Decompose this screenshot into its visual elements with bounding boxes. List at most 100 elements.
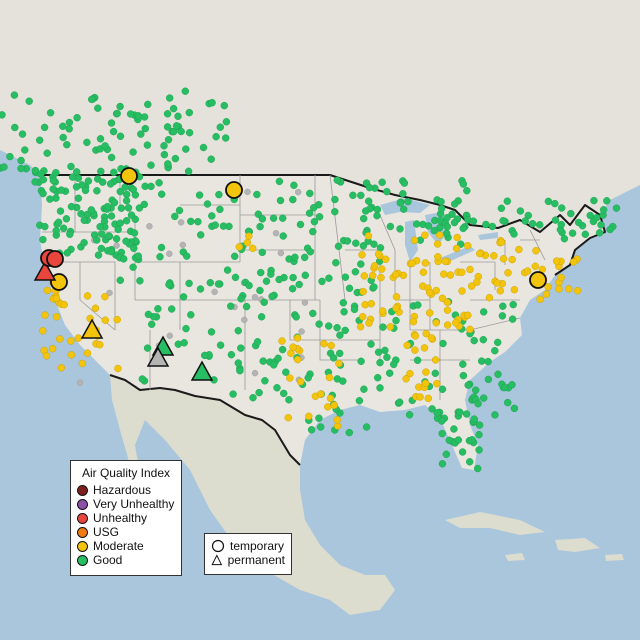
good-monitor[interactable] (396, 398, 404, 406)
good-monitor[interactable] (593, 213, 601, 222)
moderate-monitor[interactable] (458, 287, 466, 295)
good-monitor[interactable] (256, 286, 264, 295)
moderate-monitor[interactable] (374, 250, 383, 258)
temporary-monitor-moderate[interactable] (225, 181, 243, 199)
good-monitor[interactable] (134, 252, 143, 260)
good-monitor[interactable] (138, 375, 147, 383)
good-monitor[interactable] (93, 175, 102, 183)
moderate-monitor[interactable] (297, 378, 305, 386)
good-monitor[interactable] (438, 460, 447, 468)
good-monitor[interactable] (62, 215, 71, 223)
moderate-monitor[interactable] (508, 255, 516, 264)
good-monitor[interactable] (360, 385, 368, 393)
no-data-monitor[interactable] (179, 241, 187, 249)
moderate-monitor[interactable] (411, 332, 419, 340)
moderate-monitor[interactable] (426, 309, 434, 317)
good-monitor[interactable] (137, 130, 145, 138)
good-monitor[interactable] (275, 275, 283, 284)
good-monitor[interactable] (144, 100, 152, 109)
good-monitor[interactable] (318, 277, 326, 286)
good-monitor[interactable] (126, 110, 135, 118)
moderate-monitor[interactable] (515, 245, 523, 254)
good-monitor[interactable] (119, 255, 128, 263)
good-monitor[interactable] (187, 311, 195, 319)
no-data-monitor[interactable] (146, 223, 153, 230)
good-monitor[interactable] (383, 187, 391, 196)
moderate-monitor[interactable] (421, 259, 430, 267)
moderate-monitor[interactable] (52, 294, 60, 303)
moderate-monitor[interactable] (458, 268, 466, 276)
good-monitor[interactable] (25, 97, 33, 105)
good-monitor[interactable] (405, 411, 414, 419)
good-monitor[interactable] (56, 207, 65, 215)
moderate-monitor[interactable] (377, 273, 385, 282)
good-monitor[interactable] (333, 375, 341, 383)
good-monitor[interactable] (494, 370, 502, 378)
moderate-monitor[interactable] (504, 269, 512, 277)
moderate-monitor[interactable] (361, 301, 369, 309)
good-monitor[interactable] (396, 225, 404, 233)
good-monitor[interactable] (65, 125, 73, 133)
good-monitor[interactable] (484, 357, 492, 366)
good-monitor[interactable] (475, 431, 483, 439)
good-monitor[interactable] (352, 239, 360, 247)
moderate-monitor[interactable] (408, 259, 416, 267)
moderate-monitor[interactable] (431, 356, 440, 364)
good-monitor[interactable] (484, 375, 493, 384)
moderate-monitor[interactable] (367, 300, 375, 308)
moderate-monitor[interactable] (320, 340, 328, 348)
good-monitor[interactable] (237, 295, 245, 303)
good-monitor[interactable] (184, 167, 193, 176)
moderate-monitor[interactable] (409, 318, 418, 326)
moderate-monitor[interactable] (42, 352, 51, 360)
moderate-monitor[interactable] (378, 307, 387, 315)
moderate-monitor[interactable] (359, 313, 367, 321)
good-monitor[interactable] (365, 197, 373, 205)
moderate-monitor[interactable] (434, 253, 442, 261)
good-monitor[interactable] (472, 386, 480, 394)
good-monitor[interactable] (383, 353, 391, 361)
good-monitor[interactable] (390, 360, 398, 369)
good-monitor[interactable] (498, 312, 507, 320)
good-monitor[interactable] (222, 118, 231, 126)
moderate-monitor[interactable] (531, 262, 539, 270)
good-monitor[interactable] (470, 415, 478, 423)
moderate-monitor[interactable] (557, 273, 565, 282)
good-monitor[interactable] (155, 179, 163, 187)
good-monitor[interactable] (171, 212, 179, 221)
good-monitor[interactable] (206, 279, 215, 287)
good-monitor[interactable] (164, 135, 173, 144)
good-monitor[interactable] (568, 229, 577, 237)
good-monitor[interactable] (612, 204, 621, 212)
good-monitor[interactable] (216, 205, 224, 214)
good-monitor[interactable] (163, 110, 172, 118)
good-monitor[interactable] (234, 359, 243, 367)
good-monitor[interactable] (317, 423, 325, 431)
moderate-monitor[interactable] (43, 286, 52, 295)
good-monitor[interactable] (196, 231, 205, 239)
good-monitor[interactable] (258, 215, 267, 223)
good-monitor[interactable] (551, 199, 559, 208)
good-monitor[interactable] (443, 214, 451, 222)
good-monitor[interactable] (438, 385, 447, 393)
good-monitor[interactable] (156, 253, 164, 261)
good-monitor[interactable] (234, 327, 243, 335)
good-monitor[interactable] (230, 252, 239, 260)
good-monitor[interactable] (468, 436, 476, 444)
good-monitor[interactable] (216, 123, 225, 131)
good-monitor[interactable] (37, 170, 45, 178)
good-monitor[interactable] (179, 293, 188, 301)
permanent-monitor-good[interactable] (190, 360, 214, 381)
good-monitor[interactable] (595, 229, 604, 237)
moderate-monitor[interactable] (426, 288, 434, 297)
permanent-monitor-unhealthy[interactable] (33, 260, 57, 281)
good-monitor[interactable] (459, 180, 468, 188)
good-monitor[interactable] (325, 322, 333, 330)
moderate-monitor[interactable] (421, 231, 429, 239)
good-monitor[interactable] (333, 324, 341, 332)
moderate-monitor[interactable] (248, 244, 257, 253)
good-monitor[interactable] (96, 135, 105, 143)
good-monitor[interactable] (165, 280, 173, 289)
moderate-monitor[interactable] (446, 271, 455, 279)
good-monitor[interactable] (147, 320, 156, 328)
